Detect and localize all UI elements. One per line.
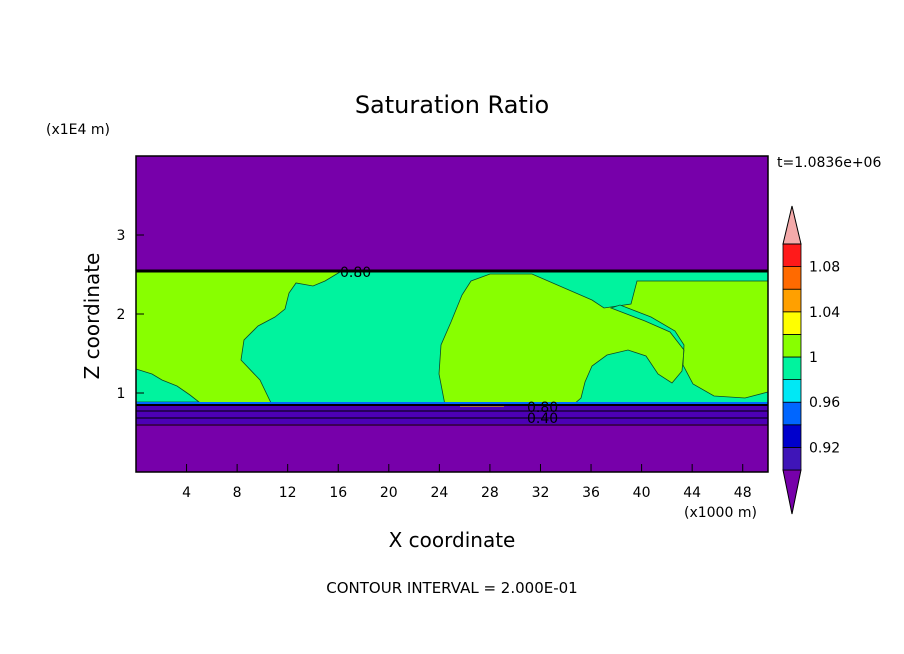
y-tick-label-1: 1 <box>117 386 126 402</box>
contour-label-3: 0.40 <box>527 411 558 427</box>
heatmap-field <box>135 156 769 472</box>
colorbar: 0.92 0.96 1 1.04 1.08 <box>782 205 840 515</box>
colorbar-bin-3 <box>782 401 802 426</box>
colorbar-bin-8 <box>782 288 802 313</box>
x-tick-label-1: 4 <box>182 485 191 501</box>
time-label: t=1.0836e+06 <box>777 155 881 171</box>
navy-band <box>136 406 768 424</box>
y-tick-label-2: 2 <box>117 307 126 323</box>
colorbar-label-1: 0.92 <box>809 440 840 456</box>
x-tick-label-12: 48 <box>734 485 752 501</box>
colorbar-bin-1 <box>782 446 802 471</box>
contour-interval-label: CONTOUR INTERVAL = 2.000E-01 <box>326 579 577 597</box>
x-axis-units: (x1000 m) <box>684 505 757 521</box>
x-tick-label-4: 16 <box>329 485 347 501</box>
contour-lines: 0.800.800.40 <box>136 265 768 427</box>
colorbar-label-3: 1 <box>809 350 818 366</box>
colorbar-label-5: 1.08 <box>809 260 840 276</box>
x-tick-label-6: 24 <box>430 485 448 501</box>
y-axis-units: (x1E4 m) <box>46 122 110 138</box>
contour-label-2: 0.80 <box>527 400 558 416</box>
colorbar-bin-6 <box>782 333 802 358</box>
x-axis: 4 8 12 16 20 24 28 32 36 40 44 48 <box>182 464 752 501</box>
x-axis-label: X coordinate <box>389 528 516 552</box>
x-tick-label-8: 32 <box>532 485 550 501</box>
colorbar-upper-extension <box>782 205 802 245</box>
contour-label-1: 0.80 <box>340 265 371 281</box>
x-tick-label-7: 28 <box>481 485 499 501</box>
colorbar-bin-7 <box>782 311 802 335</box>
colorbar-bin-2 <box>782 424 802 448</box>
colorbar-label-4: 1.04 <box>809 305 840 321</box>
x-tick-label-9: 36 <box>582 485 600 501</box>
colorbar-bin-5 <box>782 356 802 381</box>
aqua-region-2 <box>571 304 769 406</box>
y-axis: 1 2 3 <box>117 228 144 402</box>
y-axis-label: Z coordinate <box>80 253 104 380</box>
chart-title: Saturation Ratio <box>355 91 549 119</box>
colorbar-lower-extension <box>782 469 802 515</box>
colorbar-bin-9 <box>782 266 802 290</box>
x-tick-label-2: 8 <box>233 485 242 501</box>
y-tick-label-3: 3 <box>117 228 126 244</box>
x-tick-label-11: 44 <box>683 485 701 501</box>
x-tick-label-10: 40 <box>633 485 651 501</box>
colorbar-bin-10 <box>782 243 802 268</box>
x-tick-label-5: 20 <box>380 485 398 501</box>
colorbar-bin-4 <box>782 379 802 403</box>
colorbar-label-2: 0.96 <box>809 395 840 411</box>
x-tick-label-3: 12 <box>279 485 297 501</box>
